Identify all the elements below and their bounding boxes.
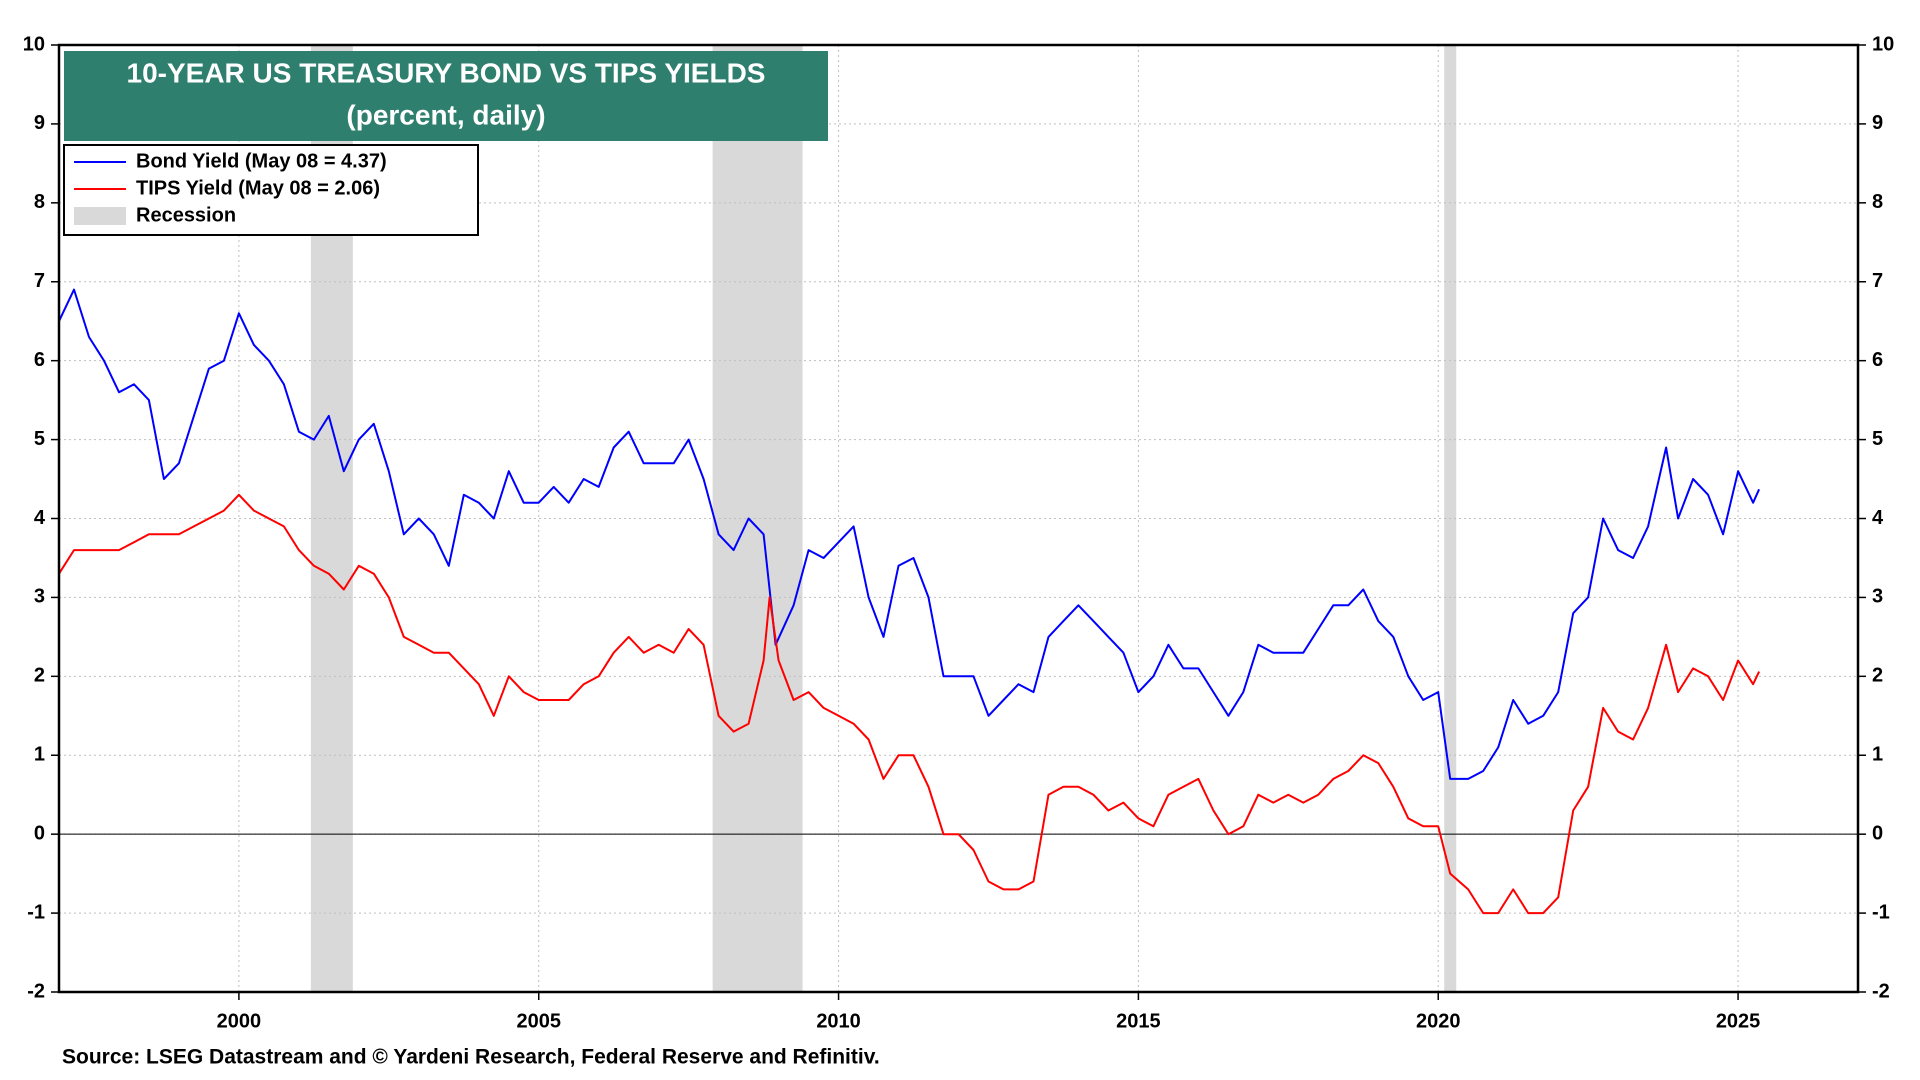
y2-tick-label: -2 <box>1872 980 1890 1002</box>
legend-box <box>63 144 479 236</box>
y-tick-label: 2 <box>34 665 45 687</box>
x-tick-label: 2015 <box>1116 1010 1161 1032</box>
y2-tick-label: 10 <box>1872 33 1894 55</box>
y-tick-label: 6 <box>34 349 45 371</box>
plot-frame <box>57 43 1860 994</box>
x-tick-label: 2005 <box>516 1010 561 1032</box>
y2-tick-label: 5 <box>1872 428 1883 450</box>
y2-tick-label: 9 <box>1872 112 1883 134</box>
y-tick-label: 1 <box>34 744 45 766</box>
y-tick-label: 5 <box>34 428 45 450</box>
y-tick-label: 9 <box>34 112 45 134</box>
legend-swatch <box>74 207 126 225</box>
chart-title: 10-YEAR US TREASURY BOND VS TIPS YIELDS <box>127 57 766 88</box>
y2-tick-label: 7 <box>1872 270 1883 292</box>
x-tick-label: 2020 <box>1416 1010 1461 1032</box>
y2-tick-label: 3 <box>1872 586 1883 608</box>
x-tick-label: 2010 <box>816 1010 861 1032</box>
y-tick-label: 7 <box>34 270 45 292</box>
x-tick-label: 2000 <box>217 1010 262 1032</box>
series-line <box>58 288 1761 780</box>
source: Source: LSEG Datastream and © Yardeni Re… <box>62 1046 880 1069</box>
y2-tick-label: 4 <box>1872 507 1884 529</box>
series-line <box>58 493 1761 915</box>
legend-label: Recession <box>136 204 236 226</box>
y-tick-label: 3 <box>34 586 45 608</box>
x-tick-label: 2025 <box>1716 1010 1761 1032</box>
legend-label: Bond Yield (May 08 = 4.37) <box>136 150 387 172</box>
legend-label: TIPS Yield (May 08 = 2.06) <box>136 177 380 199</box>
y2-tick-label: 6 <box>1872 349 1883 371</box>
chart-subtitle: (percent, daily) <box>346 99 545 130</box>
y-tick-label: 0 <box>34 822 45 844</box>
y-tick-label: 8 <box>34 191 45 213</box>
title-box <box>64 51 828 141</box>
y2-tick-label: -1 <box>1872 901 1890 923</box>
y-tick-label: 10 <box>23 33 45 55</box>
y2-tick-label: 8 <box>1872 191 1883 213</box>
y-tick-label: 4 <box>34 507 46 529</box>
y-tick-label: -2 <box>27 980 45 1002</box>
y2-tick-label: 2 <box>1872 665 1883 687</box>
y2-tick-label: 0 <box>1872 822 1883 844</box>
y-tick-label: -1 <box>27 901 45 923</box>
y2-tick-label: 1 <box>1872 744 1883 766</box>
